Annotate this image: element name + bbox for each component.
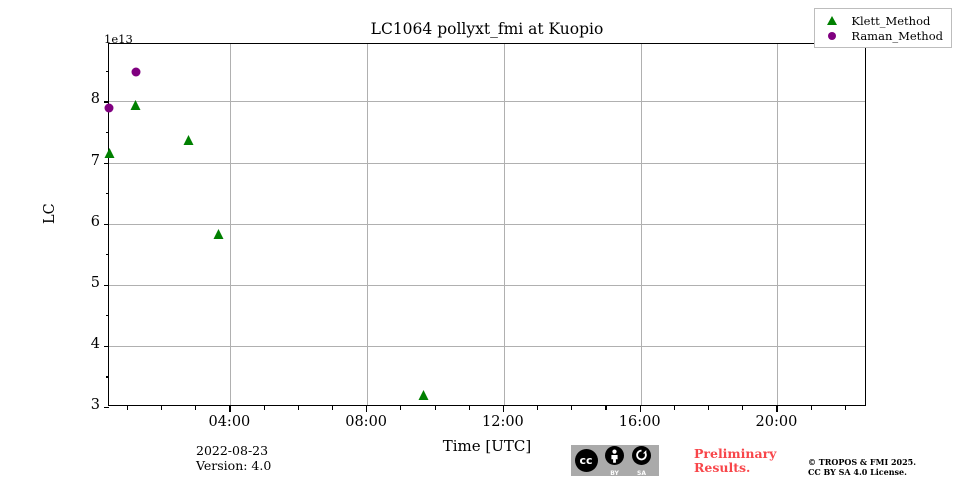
x-tick-minor: [844, 406, 846, 410]
y-tick-minor: [106, 254, 109, 256]
y-tick-minor: [106, 70, 109, 72]
gridline-vertical: [640, 44, 642, 405]
x-tick-minor: [571, 406, 573, 410]
copyright-line-2: CC BY SA 4.0 License.: [808, 466, 907, 477]
by-icon: BY: [601, 444, 628, 477]
sa-icon: SA: [628, 444, 655, 477]
gridline-horizontal: [109, 223, 865, 225]
x-axis-label: Time [UTC]: [442, 437, 532, 455]
legend-label-klett: Klett_Method: [851, 13, 931, 28]
by-circle-glyph: [605, 446, 624, 465]
y-tick-major: [104, 162, 109, 164]
y-tick-label: 8: [90, 91, 100, 108]
x-tick-major: [366, 406, 368, 412]
x-tick-label: 04:00: [208, 414, 251, 430]
y-tick-label: 5: [90, 274, 100, 291]
x-tick-minor: [331, 406, 334, 410]
x-tick-label: 12:00: [481, 414, 524, 430]
data-point-klett-method: [130, 99, 141, 110]
y-axis-label: LC: [42, 203, 58, 224]
x-tick-minor: [673, 406, 675, 410]
y-tick-label: 6: [90, 213, 100, 230]
gridline-horizontal: [109, 162, 865, 164]
gridline-horizontal: [109, 284, 865, 286]
measurement-date: 2022-08-23: [196, 443, 269, 458]
x-tick-minor: [400, 406, 402, 410]
preliminary-line-2: Results.: [694, 460, 751, 475]
y-tick-major: [104, 223, 109, 225]
x-tick-major: [639, 406, 641, 412]
y-tick-major: [104, 284, 109, 287]
y-tick-label: 4: [90, 335, 100, 352]
x-tick-minor: [195, 406, 197, 410]
gridline-vertical: [503, 44, 505, 405]
x-tick-minor: [297, 406, 299, 410]
copyright-line-1: © TROPOS & FMI 2025.: [808, 457, 917, 467]
plot-area: [104, 43, 866, 409]
share-alike-glyph-icon: [636, 449, 647, 461]
legend-label-raman: Raman_Method: [851, 28, 943, 43]
y-tick-minor: [106, 315, 109, 317]
legend-entry-klett: Klett_Method: [821, 13, 943, 28]
y-tick-major: [104, 345, 109, 348]
legend-entry-raman: Raman_Method: [821, 28, 943, 43]
x-tick-minor: [434, 406, 436, 410]
chart-title: LC1064 pollyxt_fmi at Kuopio: [370, 20, 604, 38]
klett-marker-icon: [821, 16, 843, 25]
x-tick-minor: [263, 406, 265, 410]
x-tick-minor: [605, 406, 607, 410]
y-tick-label: 3: [90, 397, 100, 413]
gridline-vertical: [777, 44, 779, 405]
preliminary-line-1: Preliminary: [694, 446, 777, 461]
raman-marker-icon: [821, 31, 843, 40]
x-tick-minor: [160, 406, 163, 410]
gridline-horizontal: [109, 345, 865, 347]
data-point-raman-method: [104, 103, 114, 113]
x-tick-minor: [742, 406, 744, 410]
y-tick-major: [104, 101, 109, 103]
data-point-klett-method: [104, 148, 115, 159]
x-tick-label: 16:00: [618, 414, 661, 430]
gridline-horizontal: [109, 101, 865, 103]
copyright-note: © TROPOS & FMI 2025. CC BY SA 4.0 Licens…: [808, 457, 917, 477]
x-tick-major: [502, 406, 505, 412]
sa-caption: SA: [637, 470, 646, 477]
y-tick-minor: [106, 132, 109, 134]
data-point-klett-method: [213, 229, 224, 240]
preliminary-results-note: Preliminary Results.: [694, 447, 776, 475]
sa-circle-glyph: [632, 446, 651, 465]
x-tick-minor: [708, 406, 710, 410]
cc-license-badge: cc BY SA: [571, 444, 659, 477]
y-axis-offset-label: 1e13: [104, 32, 133, 46]
gridline-vertical: [367, 44, 369, 405]
x-tick-label: 20:00: [755, 414, 798, 430]
x-tick-label: 08:00: [345, 414, 388, 430]
by-caption: BY: [610, 470, 619, 477]
cc-circle-glyph: cc: [574, 449, 598, 472]
data-point-klett-method: [183, 134, 194, 145]
data-point-klett-method: [418, 389, 429, 400]
x-tick-minor: [537, 406, 539, 410]
gridline-vertical: [230, 44, 232, 405]
data-point-raman-method: [131, 67, 141, 76]
person-glyph-icon: [611, 449, 618, 463]
y-tick-major: [104, 407, 109, 409]
chart-legend: Klett_Method Raman_Method: [814, 8, 952, 48]
cc-icon: cc: [571, 446, 601, 476]
version-text: Version: 4.0: [196, 458, 272, 473]
x-tick-major: [229, 406, 231, 412]
date-version-stamp: 2022-08-23 Version: 4.0: [196, 443, 271, 473]
x-tick-minor: [468, 406, 470, 410]
y-tick-label: 7: [90, 152, 100, 169]
x-tick-major: [776, 406, 778, 412]
y-tick-minor: [106, 376, 109, 378]
x-tick-minor: [126, 406, 128, 410]
x-tick-minor: [810, 406, 812, 410]
y-tick-minor: [106, 193, 109, 195]
